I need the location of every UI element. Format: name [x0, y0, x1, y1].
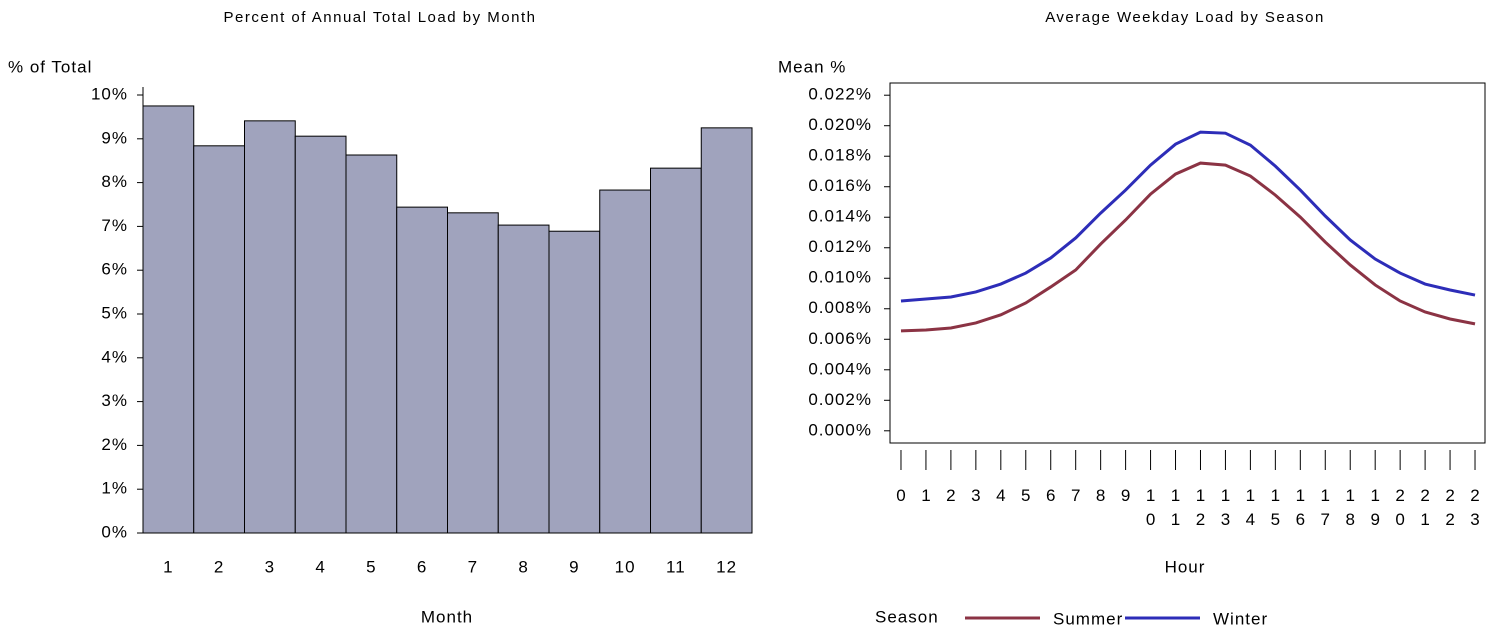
- x-tick-label: 22: [1441, 486, 1460, 534]
- y-tick-label: 0.022%: [808, 85, 872, 104]
- line-series: [900, 161, 1476, 333]
- y-tick-label: 0.012%: [808, 237, 872, 256]
- x-tick-label: 8: [518, 557, 528, 576]
- x-tick-label: 11: [1166, 486, 1185, 534]
- x-tick-label: 20: [1391, 486, 1410, 534]
- bar: [345, 154, 398, 534]
- legend-label: Winter: [1213, 609, 1268, 628]
- y-tick-label: 2%: [101, 435, 128, 454]
- x-tick-label: 1: [163, 557, 173, 576]
- x-tick-label: 4: [991, 486, 1010, 510]
- y-axis-label: % of Total: [8, 57, 92, 76]
- y-tick-label: 0.000%: [808, 420, 872, 439]
- bar: [244, 120, 296, 534]
- x-tick-label: 16: [1291, 486, 1310, 534]
- x-tick-label: 21: [1416, 486, 1435, 534]
- y-tick-label: 7%: [101, 216, 128, 235]
- bar: [599, 189, 651, 534]
- y-tick-label: 0.016%: [808, 176, 872, 195]
- y-tick-label: 0.004%: [808, 359, 872, 378]
- bar: [447, 212, 499, 534]
- y-tick-label: 8%: [101, 172, 128, 191]
- x-tick-label: 4: [315, 557, 325, 576]
- y-tick-label: 9%: [101, 128, 128, 147]
- x-tick-label: 0: [891, 486, 910, 510]
- bar: [142, 105, 195, 534]
- x-tick-label: 1: [916, 486, 935, 510]
- x-tick-label: 12: [1191, 486, 1210, 534]
- x-tick-label: 7: [468, 557, 478, 576]
- chart-title: Percent of Annual Total Load by Month: [224, 9, 537, 26]
- y-tick-label: 5%: [101, 303, 128, 322]
- x-tick-label: 6: [417, 557, 427, 576]
- chart-title: Average Weekday Load by Season: [1045, 9, 1325, 26]
- x-tick-label: 9: [1116, 486, 1135, 510]
- y-tick-label: 0.002%: [808, 390, 872, 409]
- x-tick-label: 14: [1241, 486, 1260, 534]
- legend-label: Summer: [1053, 609, 1123, 628]
- x-tick-label: 8: [1091, 486, 1110, 510]
- x-tick-label: 3: [966, 486, 985, 510]
- y-tick-label: 0.020%: [808, 115, 872, 134]
- y-tick-label: 1%: [101, 479, 128, 498]
- x-tick-label: 15: [1266, 486, 1285, 534]
- line-series: [900, 130, 1476, 303]
- y-tick-label: 0.014%: [808, 207, 872, 226]
- bar: [193, 145, 245, 534]
- y-tick-label: 4%: [101, 347, 128, 366]
- bar: [294, 135, 347, 534]
- legend-title: Season: [875, 607, 939, 626]
- y-tick-label: 0.018%: [808, 146, 872, 165]
- x-tick-label: 10: [1141, 486, 1160, 534]
- x-axis-label: Hour: [1165, 557, 1206, 576]
- x-tick-label: 5: [366, 557, 376, 576]
- x-tick-label: 7: [1066, 486, 1085, 510]
- plot-frame: [889, 82, 1486, 444]
- x-tick-label: 19: [1366, 486, 1385, 534]
- x-tick-label: 2: [941, 486, 960, 510]
- bar: [700, 127, 753, 534]
- bar: [497, 224, 550, 534]
- bar: [396, 206, 448, 534]
- x-tick-label: 10: [615, 557, 636, 576]
- x-tick-label: 11: [666, 557, 686, 576]
- y-tick-label: 6%: [101, 260, 128, 279]
- x-tick-label: 3: [265, 557, 275, 576]
- x-tick-label: 2: [214, 557, 224, 576]
- bar: [548, 230, 601, 534]
- y-axis-label: Mean %: [778, 57, 846, 76]
- y-tick-label: 3%: [101, 391, 128, 410]
- y-tick-label: 0.010%: [808, 268, 872, 287]
- bar: [650, 167, 702, 534]
- x-tick-label: 9: [569, 557, 579, 576]
- x-tick-label: 18: [1341, 486, 1360, 534]
- x-tick-label: 13: [1216, 486, 1235, 534]
- y-tick-label: 0.006%: [808, 329, 872, 348]
- x-axis-label: Month: [421, 607, 473, 626]
- x-tick-label: 6: [1041, 486, 1060, 510]
- x-tick-label: 23: [1466, 486, 1485, 534]
- y-tick-label: 0%: [101, 522, 128, 541]
- y-tick-label: 10%: [91, 84, 128, 103]
- x-tick-label: 17: [1316, 486, 1335, 534]
- x-tick-label: 5: [1016, 486, 1035, 510]
- x-tick-label: 12: [716, 557, 737, 576]
- y-tick-label: 0.008%: [808, 298, 872, 317]
